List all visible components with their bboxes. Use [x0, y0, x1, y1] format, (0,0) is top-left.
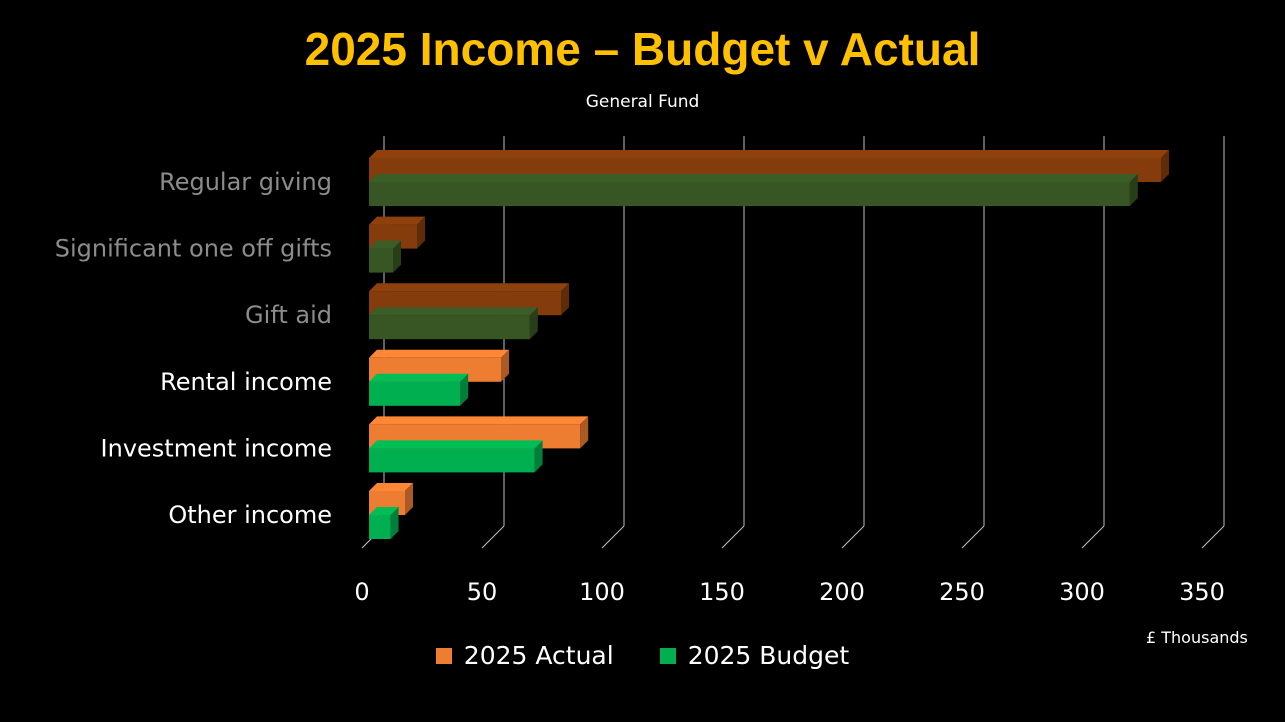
chart-legend: 2025 Actual 2025 Budget: [0, 641, 1285, 670]
x-tick-label: 150: [699, 578, 745, 606]
bar-end: [405, 483, 413, 515]
chart-subtitle: General Fund: [585, 92, 700, 112]
legend-label-actual: 2025 Actual: [463, 641, 614, 670]
bar-top: [369, 483, 413, 491]
category-label: Significant one off gifts: [55, 235, 332, 263]
x-tick-label: 250: [939, 578, 985, 606]
x-tick-label: 200: [819, 578, 865, 606]
bar: [369, 315, 530, 340]
x-tick-label: 50: [467, 578, 498, 606]
gridline: [1081, 525, 1105, 549]
legend-item-budget: 2025 Budget: [659, 641, 850, 670]
bar-top: [369, 174, 1138, 182]
gridline: [961, 525, 985, 549]
x-tick-label: 350: [1179, 578, 1225, 606]
bar-end: [393, 240, 401, 273]
bar-top: [369, 216, 425, 225]
gridline: [1201, 525, 1225, 549]
bar-end: [561, 283, 569, 316]
category-label: Other income: [168, 501, 332, 529]
bar: [369, 248, 393, 273]
bar-top: [369, 283, 569, 292]
bar-top: [369, 349, 509, 358]
gridline: [841, 525, 865, 549]
gridline: [601, 525, 625, 549]
x-tick-label: 300: [1059, 578, 1105, 606]
bar-end: [1129, 174, 1138, 206]
legend-swatch-actual: [435, 647, 452, 664]
category-label: Gift aid: [245, 301, 332, 329]
legend-item-actual: 2025 Actual: [435, 641, 614, 670]
legend-label-budget: 2025 Budget: [687, 641, 850, 670]
gridline: [481, 525, 505, 549]
category-label: Investment income: [101, 434, 332, 462]
bar-end: [417, 216, 425, 249]
bar-top: [369, 240, 401, 249]
legend-swatch-budget: [659, 647, 676, 664]
category-label: Rental income: [160, 368, 332, 396]
bar-end: [460, 373, 469, 406]
bar-end: [390, 507, 399, 539]
x-tick-label: 100: [579, 578, 625, 606]
bar-end: [580, 416, 589, 449]
bar: [369, 448, 535, 473]
x-tick-label: 0: [354, 578, 369, 606]
bar-end: [501, 349, 509, 382]
bar-top: [369, 416, 589, 425]
bar-top: [369, 150, 1169, 158]
unit-label: £ Thousands: [1146, 628, 1248, 647]
bar-top: [369, 507, 399, 515]
bar: [369, 182, 1130, 206]
gridline: [721, 525, 745, 549]
bar-top: [369, 307, 538, 316]
category-label: Regular giving: [159, 168, 332, 196]
bar: [369, 381, 461, 406]
chart-title: 2025 Income – Budget v Actual: [304, 23, 981, 75]
bar-end: [1161, 150, 1169, 182]
bar-end: [529, 307, 538, 340]
bar-top: [369, 440, 543, 449]
bar-top: [369, 373, 469, 382]
bar-end: [534, 440, 543, 473]
bar: [369, 515, 391, 539]
